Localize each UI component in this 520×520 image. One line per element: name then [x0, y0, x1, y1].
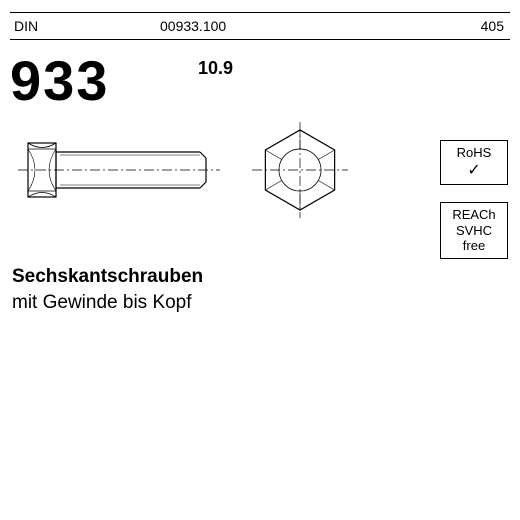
header-standard: DIN [10, 18, 150, 34]
product-title: Sechskantschrauben mit Gewinde bis Kopf [12, 264, 203, 315]
header-code: 00933.100 [150, 18, 450, 34]
header-row: DIN 00933.100 405 [10, 12, 510, 40]
reach-badge: REACh SVHC free [440, 202, 508, 259]
reach-line3: free [443, 238, 505, 254]
din-number: 933 [10, 48, 109, 113]
title-line1: Sechskantschrauben [12, 264, 203, 290]
check-icon: ✓ [443, 161, 505, 180]
header-ref: 405 [450, 18, 510, 34]
rohs-label: RoHS [443, 145, 505, 161]
reach-line1: REACh [443, 207, 505, 223]
technical-drawing [10, 108, 370, 238]
reach-line2: SVHC [443, 223, 505, 239]
title-line2: mit Gewinde bis Kopf [12, 290, 203, 316]
rohs-badge: RoHS ✓ [440, 140, 508, 185]
strength-grade: 10.9 [198, 58, 233, 79]
